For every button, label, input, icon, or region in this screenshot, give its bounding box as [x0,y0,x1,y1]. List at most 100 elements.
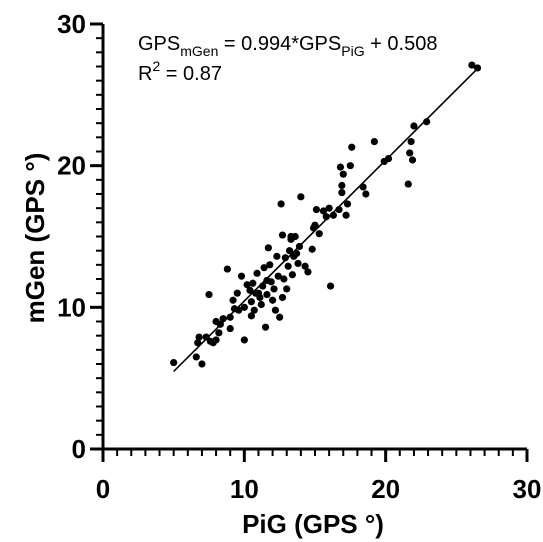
r2-sup: 2 [152,58,160,74]
data-point [261,323,270,331]
data-point [223,265,231,273]
data-point [384,154,393,163]
data-point [257,300,265,309]
data-point [194,339,202,347]
data-point [260,264,268,272]
data-point [170,358,178,367]
data-point [266,261,274,269]
data-point [195,333,203,341]
data-point [407,137,415,146]
data-point [277,200,285,208]
data-point [269,296,277,304]
x-tick-label: 10 [230,474,259,504]
data-point [322,213,330,221]
y-tick-label: 20 [57,151,86,181]
data-point [246,286,254,294]
data-point [423,118,431,126]
y-tick-label: 0 [72,434,86,464]
eq-lhs-sub: mGen [180,43,218,59]
data-point [342,211,350,219]
data-point [329,211,337,219]
y-tick-label: 30 [57,9,86,39]
regression-equation: GPSmGen = 0.994*GPSPiG + 0.508 [138,33,437,59]
data-point [276,313,284,321]
data-point [309,224,318,232]
data-point [406,149,414,157]
data-point [240,336,248,344]
data-point [312,205,321,214]
data-point [259,282,267,290]
data-point [336,163,345,171]
data-point [287,232,295,241]
data-point [229,296,237,304]
data-point [226,324,234,333]
data-point [293,249,301,258]
data-point [219,315,227,323]
y-tick-label: 10 [57,292,86,322]
data-point [408,156,417,164]
data-point [339,170,347,178]
r-squared: R2 = 0.87 [138,58,222,85]
data-point [370,137,378,146]
data-point [198,360,206,368]
data-point [233,289,241,297]
data-point [215,329,223,337]
r2-label: R [138,63,152,85]
data-point [297,193,305,201]
eq-prefix: GPS [138,33,180,55]
data-point [326,282,335,290]
data-point [247,298,255,306]
data-point [348,143,356,151]
eq-rhs-sub: PiG [341,43,364,59]
x-tick-label: 30 [513,474,542,504]
data-point [285,247,294,255]
data-point [288,271,296,279]
data-point [212,336,220,344]
data-point [295,242,304,251]
data-point [473,64,482,72]
data-point [263,276,271,285]
eq-suffix: + 0.508 [365,33,438,55]
y-axis-title: mGen (GPS °) [20,153,50,324]
data-point [273,252,281,260]
data-point [315,230,323,238]
data-point [230,305,239,313]
x-axis-title: PiG (GPS °) [242,509,384,539]
ticks: 0 10 20 30 0 10 20 30 [57,9,541,504]
data-point [294,259,302,268]
data-point [280,275,288,283]
data-point [274,272,282,280]
data-point [270,285,278,293]
data-point [359,183,367,191]
data-point [283,285,291,293]
data-point [216,320,224,328]
data-point [338,181,346,190]
data-point [278,231,287,239]
data-point [250,306,258,314]
x-tick-label: 0 [96,474,110,504]
data-point [249,279,257,287]
data-point [253,269,261,277]
data-point [205,290,213,299]
data-point [404,180,412,188]
data-point [226,313,234,321]
eq-mid: = 0.994*GPS [218,33,341,55]
x-tick-label: 20 [371,474,400,504]
data-point [304,268,312,276]
data-point [281,254,289,262]
data-point [284,262,292,270]
data-point [335,205,343,214]
data-point [247,312,255,320]
data-point [468,61,476,69]
data-point [325,204,333,212]
axes [101,24,527,451]
data-point [343,200,352,208]
data-point [362,190,370,198]
data-point [278,293,287,302]
data-point [319,207,328,215]
data-point [410,122,418,130]
data-point [263,290,271,299]
data-point [271,306,280,314]
data-point [243,281,251,289]
data-point [240,303,248,311]
